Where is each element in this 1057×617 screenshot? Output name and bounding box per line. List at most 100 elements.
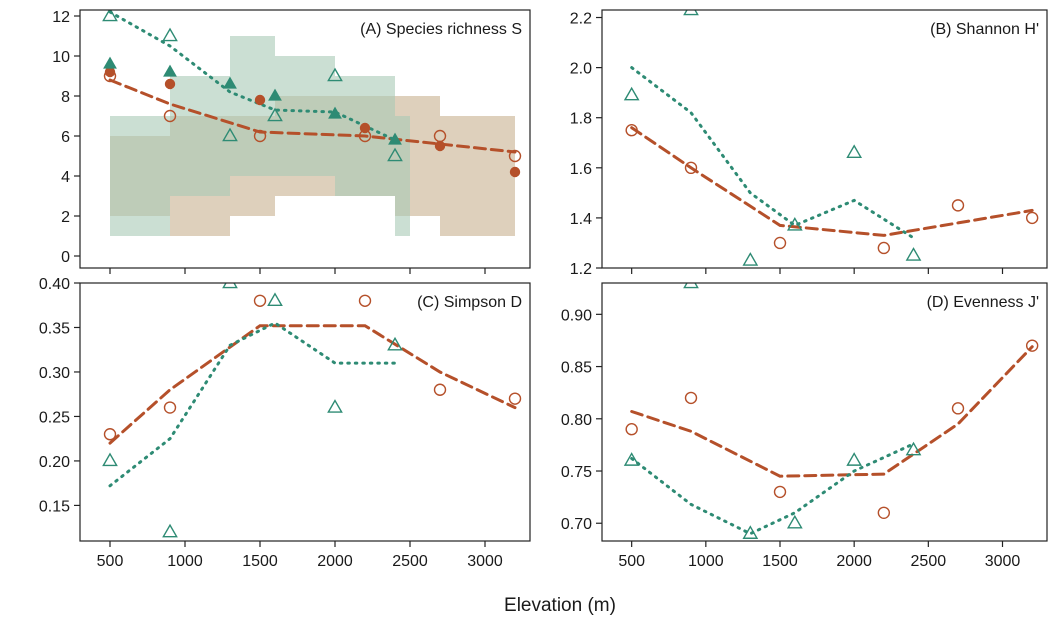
y-tick-label: 0.70 <box>561 516 592 533</box>
point-green-triangle-open <box>162 523 178 538</box>
trend-line-orange-dashed <box>108 78 517 154</box>
point-green-triangle-open <box>267 292 283 307</box>
band-orange-step <box>440 116 515 236</box>
point-green-triangle-filled <box>103 56 117 69</box>
point-orange-circle-open <box>951 402 965 415</box>
trend-line-green-dotted <box>630 442 915 536</box>
plot-area <box>102 283 522 538</box>
y-tick-label: 0.75 <box>561 464 592 481</box>
point-orange-circle-open <box>773 485 787 499</box>
x-tick-label: 2000 <box>317 553 353 570</box>
point-green-triangle-open <box>162 27 178 42</box>
point-orange-circle-filled <box>359 122 371 134</box>
y-tick-label: 6 <box>61 129 70 146</box>
panel-a: 0 2 4 6 8 10 12 (A) Species richness S <box>52 9 531 274</box>
point-green-triangle-open <box>905 441 922 456</box>
point-green-triangle-open <box>905 247 922 261</box>
point-orange-circle-open <box>358 294 372 307</box>
trend-line-green-dotted <box>630 66 915 240</box>
y-tick-label: 1.2 <box>570 261 592 278</box>
band-green-step <box>110 116 170 236</box>
panel-title: (D) Evenness J' <box>927 294 1039 311</box>
x-tick-label: 2500 <box>911 553 947 570</box>
point-green-triangle-open <box>267 107 283 122</box>
point-green-triangle-filled <box>268 88 282 101</box>
x-tick-label: 1000 <box>167 553 203 570</box>
point-green-triangle-open <box>742 252 759 266</box>
y-tick-label: 0.35 <box>39 320 70 337</box>
point-green-triangle-open <box>786 514 803 529</box>
point-orange-circle-open <box>877 241 891 255</box>
y-tick-label: 0.15 <box>39 498 70 515</box>
point-green-triangle-open <box>222 127 238 142</box>
point-green-triangle-open <box>387 336 403 351</box>
point-green-triangle-open <box>683 10 699 16</box>
point-orange-circle-open <box>684 391 698 405</box>
panel-frame <box>79 9 531 269</box>
x-tick-label: 1000 <box>688 553 724 570</box>
x-tick-label: 1500 <box>242 553 278 570</box>
point-green-triangle-open <box>102 10 118 22</box>
point-green-triangle-open <box>102 452 118 467</box>
y-tick-label: 0.40 <box>39 276 70 293</box>
panel-frame <box>601 282 1048 542</box>
point-orange-circle-filled <box>254 94 266 106</box>
y-tick-label: 1.8 <box>570 111 592 128</box>
band-green-step <box>170 76 230 196</box>
y-tick-label: 10 <box>52 49 70 66</box>
point-green-triangle-open <box>387 147 403 162</box>
point-green-triangle-open <box>786 217 803 231</box>
y-tick-label: 2.0 <box>570 61 592 78</box>
point-green-triangle-open <box>327 67 343 82</box>
point-green-triangle-filled <box>163 64 177 77</box>
y-tick-label: 0.85 <box>561 360 592 377</box>
panel-d: 0.70 0.75 0.80 0.85 0.90 500 1000 1500 2000 2500 3… <box>561 282 1048 570</box>
point-orange-circle-open <box>684 161 698 175</box>
point-orange-circle-open <box>877 506 891 519</box>
point-orange-circle-open <box>1025 211 1039 225</box>
point-green-triangle-open <box>683 283 699 289</box>
point-orange-circle-open <box>433 383 447 396</box>
y-tick-label: 12 <box>52 9 70 26</box>
band-green-step <box>395 116 410 236</box>
point-orange-circle-open <box>253 129 267 143</box>
point-orange-circle-filled <box>434 140 446 152</box>
trend-line-green-dotted <box>108 321 397 488</box>
trend-line-orange-dashed <box>108 324 517 445</box>
panel-c: 0.15 0.20 0.25 0.30 0.35 0.40 500 1000 1500 2000 2… <box>39 276 531 570</box>
panel-title: (B) Shannon H' <box>930 21 1039 38</box>
y-tick-label: 0.80 <box>561 412 592 429</box>
panel-title: (C) Simpson D <box>417 294 522 311</box>
point-orange-circle-filled <box>509 166 521 178</box>
x-tick-label: 3000 <box>985 553 1021 570</box>
y-tick-label: 0.30 <box>39 365 70 382</box>
point-orange-circle-open <box>625 124 638 137</box>
point-orange-circle-filled <box>164 78 176 90</box>
trend-line-orange-dashed <box>630 126 1034 237</box>
point-orange-circle-filled <box>104 66 116 78</box>
point-green-triangle-open <box>742 525 759 539</box>
point-orange-circle-open <box>508 149 522 163</box>
trend-line-orange-dashed <box>630 345 1034 478</box>
point-orange-circle-open <box>163 109 177 123</box>
band-green-step <box>275 56 335 176</box>
point-orange-circle-open <box>951 199 965 212</box>
x-tick-label: 3000 <box>467 553 503 570</box>
point-green-triangle-open <box>623 86 640 101</box>
point-orange-circle-open <box>625 423 638 436</box>
y-tick-label: 0.20 <box>39 454 70 471</box>
panel-title: (A) Species richness S <box>360 21 522 38</box>
point-green-triangle-filled <box>388 132 402 145</box>
point-green-triangle-filled <box>223 76 237 89</box>
point-orange-circle-open <box>508 392 522 405</box>
point-green-triangle-open <box>623 452 640 466</box>
y-tick-label: 1.4 <box>570 211 592 228</box>
y-tick-label: 2.2 <box>570 11 592 28</box>
y-tick-label: 0.90 <box>561 307 592 324</box>
plot-area <box>623 283 1039 539</box>
point-orange-circle-open <box>163 401 177 414</box>
y-tick-label: 4 <box>61 169 70 186</box>
panel-frame <box>601 9 1048 269</box>
x-tick-label: 2000 <box>836 553 872 570</box>
